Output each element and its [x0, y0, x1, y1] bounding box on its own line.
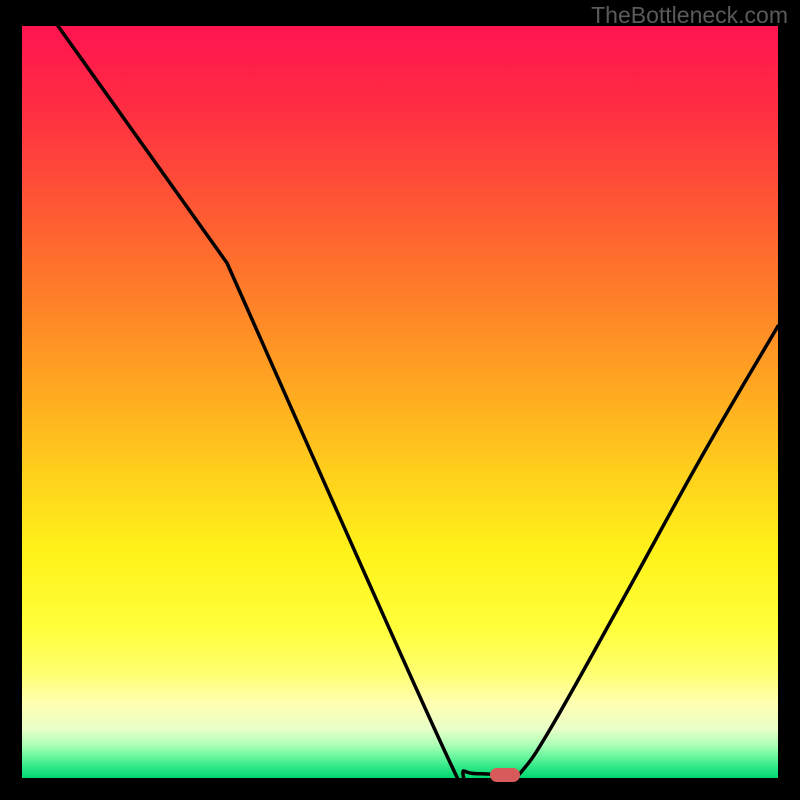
- bottleneck-curve: [22, 26, 778, 778]
- chart-container: TheBottleneck.com: [0, 0, 800, 800]
- watermark-text: TheBottleneck.com: [591, 2, 788, 29]
- plot-area: [22, 26, 778, 778]
- optimal-marker: [490, 768, 520, 782]
